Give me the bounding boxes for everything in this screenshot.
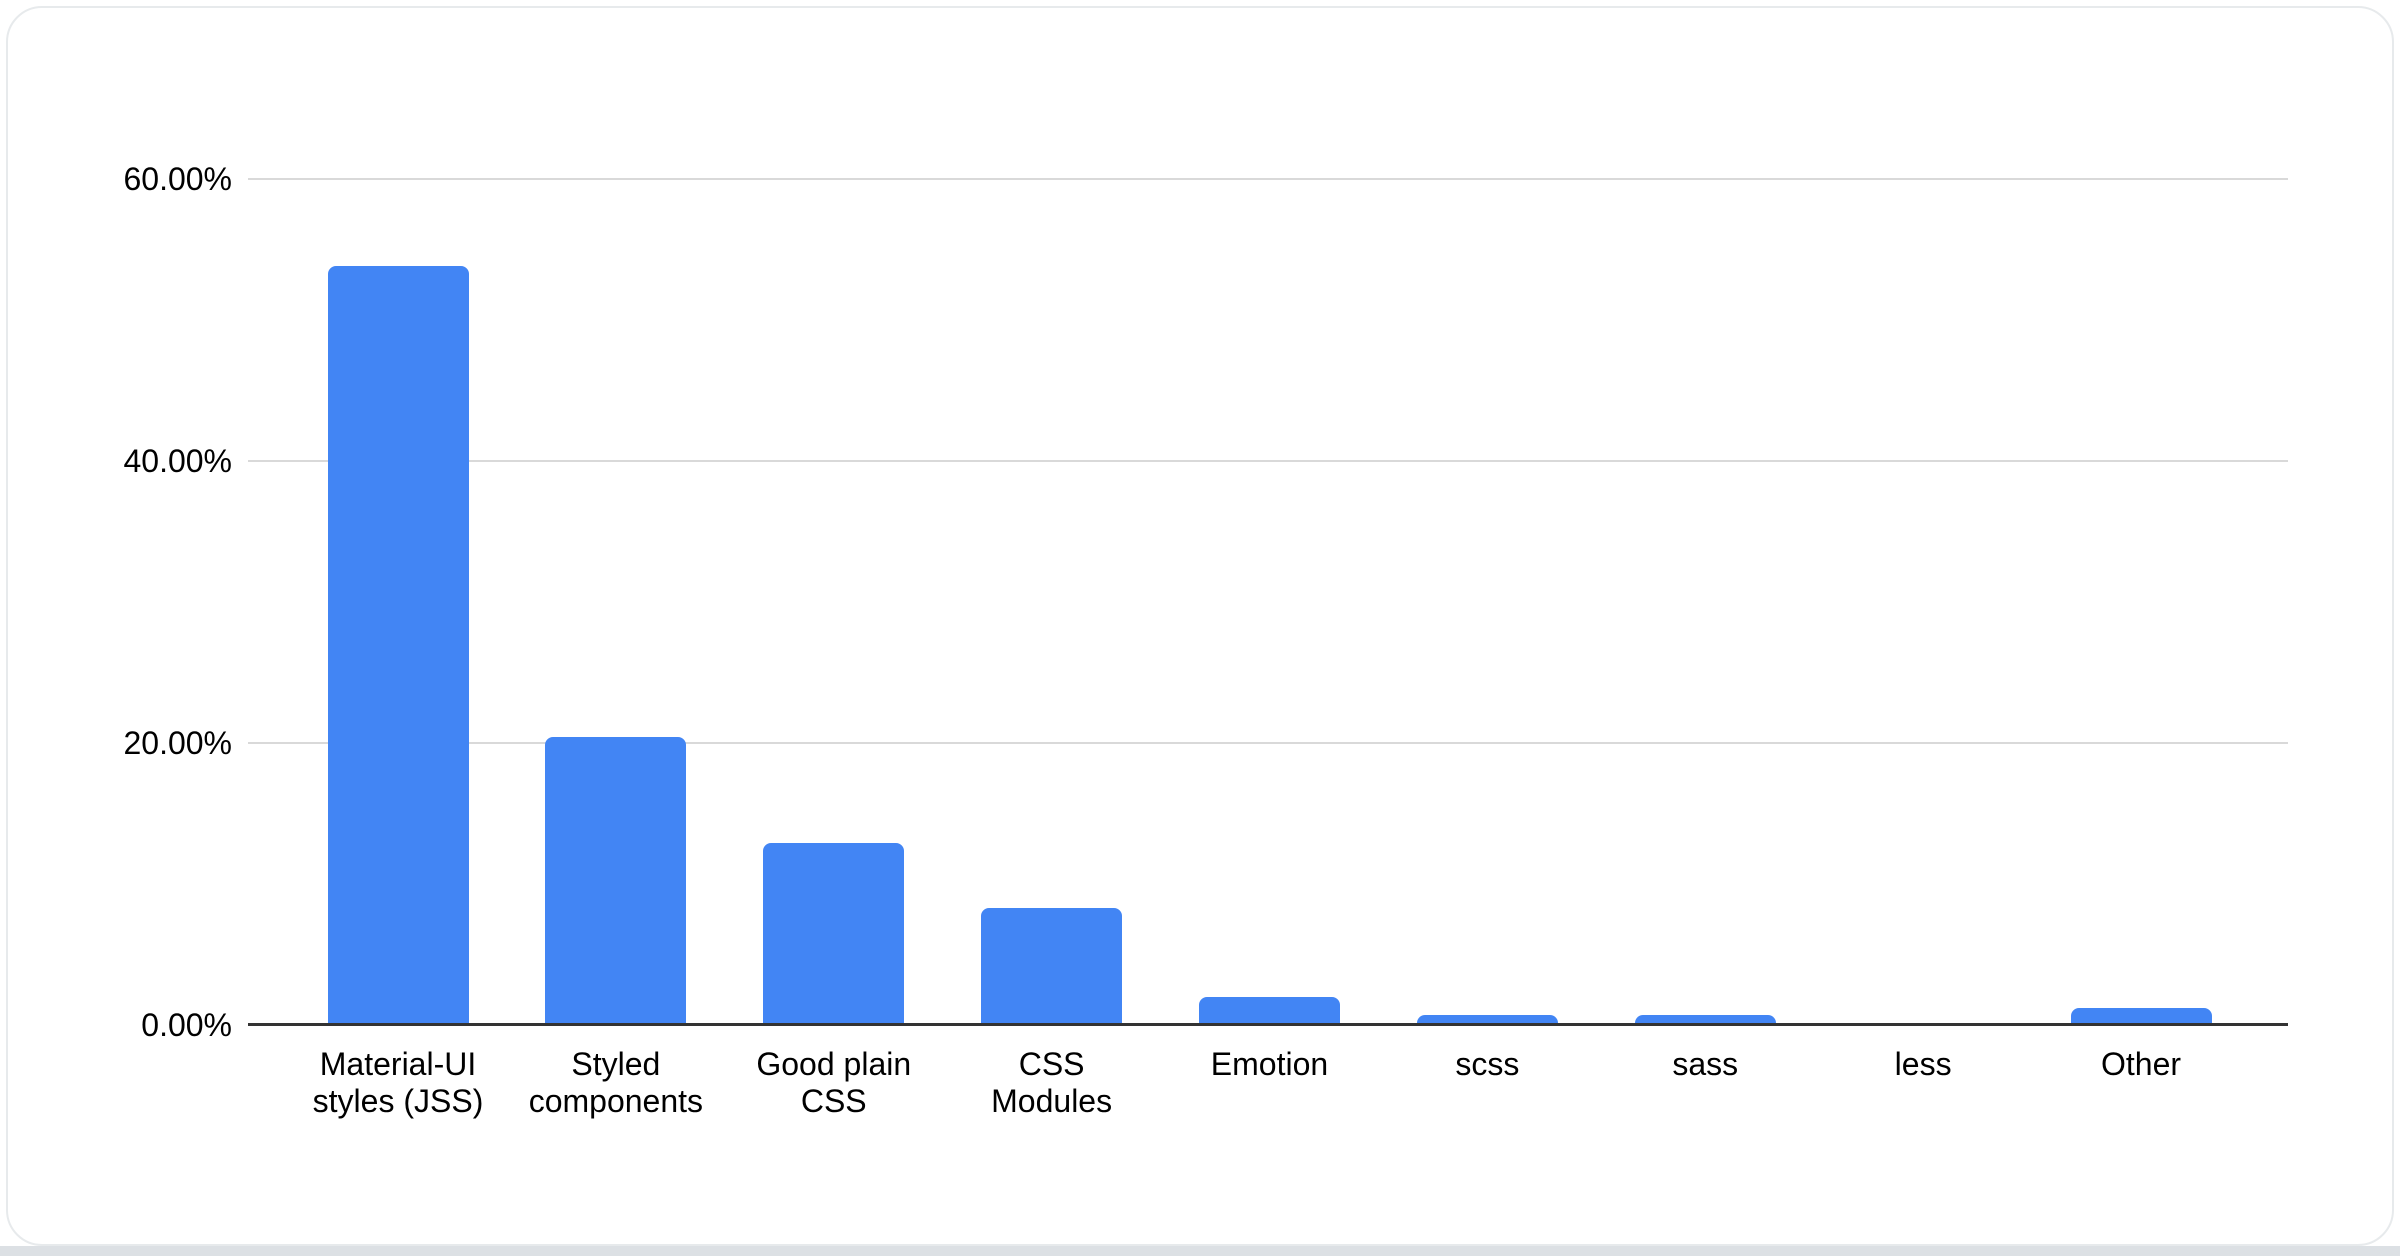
bar-sass <box>1634 1015 1776 1025</box>
x-axis-label-line: styles (JSS) <box>312 1083 484 1119</box>
x-axis-label-line: Material-UI <box>319 1046 477 1082</box>
gridline-60 <box>248 178 2288 180</box>
x-axis-label: Good plain CSS <box>704 1046 964 1120</box>
x-axis-label-line: Good plain <box>756 1046 912 1082</box>
gridline-20 <box>248 742 2288 744</box>
x-axis-label-line: sass <box>1672 1046 1739 1082</box>
y-axis-label: 0.00% <box>141 1007 232 1043</box>
bar-material-ui-styles-jss- <box>327 266 469 1025</box>
gridline-40 <box>248 460 2288 462</box>
bar-scss <box>1416 1015 1558 1025</box>
bar-emotion <box>1199 996 1340 1025</box>
bar-good-plain-css <box>763 843 905 1025</box>
x-axis-label: Other <box>2011 1046 2271 1083</box>
y-axis-label: 20.00% <box>123 725 232 761</box>
x-axis-label-line: CSS <box>800 1083 867 1119</box>
bar-css-modules <box>981 907 1123 1025</box>
y-axis-label: 60.00% <box>123 161 232 197</box>
x-axis-label-line: Styled <box>571 1046 661 1082</box>
x-axis-label-line: Other <box>2100 1046 2182 1082</box>
x-axis-label: scss <box>1357 1046 1617 1083</box>
x-axis-label: CSS Modules <box>922 1046 1182 1120</box>
bar-styled-components <box>545 737 687 1025</box>
x-axis-label-line: components <box>528 1083 704 1119</box>
x-axis-label: Styled components <box>486 1046 746 1120</box>
x-axis-label-line: scss <box>1455 1046 1520 1082</box>
y-axis-label: 40.00% <box>123 443 232 479</box>
x-axis-label: Material-UI styles (JSS) <box>268 1046 528 1120</box>
x-axis-label-line: Emotion <box>1210 1046 1329 1082</box>
x-axis-label: sass <box>1575 1046 1835 1083</box>
x-axis-label: Emotion <box>1140 1046 1400 1083</box>
x-axis-label-line: Modules <box>991 1083 1113 1119</box>
x-axis-label-line: less <box>1894 1046 1952 1082</box>
page-bottom-strip <box>0 1246 2400 1256</box>
x-axis-line <box>248 1023 2288 1026</box>
bar-other <box>2070 1008 2212 1025</box>
x-axis-label-line: CSS <box>1018 1046 1085 1082</box>
x-axis-label: less <box>1793 1046 2053 1083</box>
